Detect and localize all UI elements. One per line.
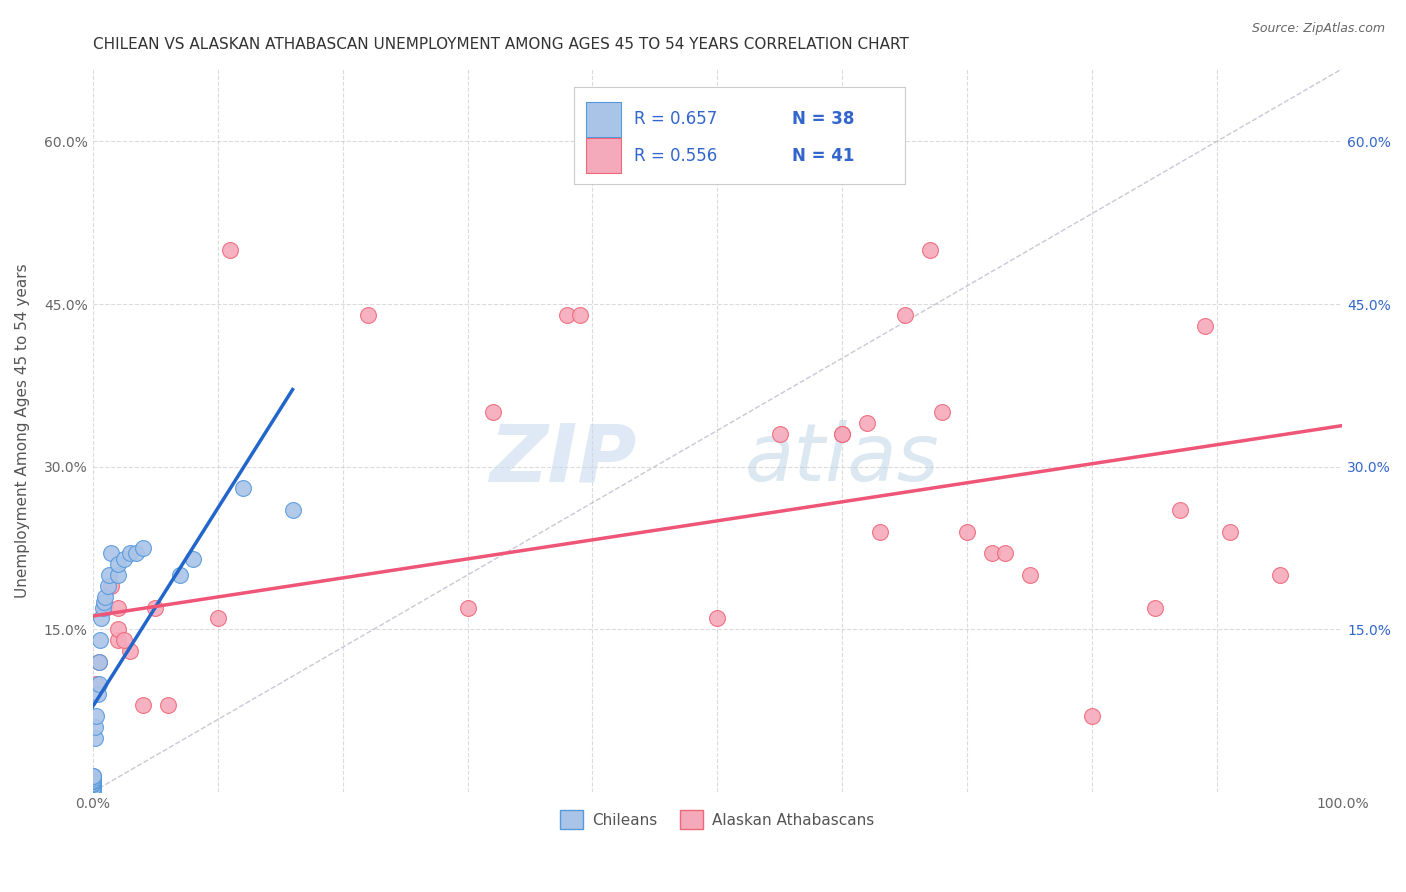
Point xyxy=(82,774,104,789)
Point xyxy=(87,655,110,669)
Point xyxy=(82,774,104,789)
Point xyxy=(1081,709,1104,723)
Point xyxy=(107,633,129,648)
Point xyxy=(232,481,254,495)
Point xyxy=(994,546,1017,560)
Point xyxy=(1168,503,1191,517)
Point xyxy=(1219,524,1241,539)
Point xyxy=(91,600,114,615)
Text: Source: ZipAtlas.com: Source: ZipAtlas.com xyxy=(1251,22,1385,36)
Bar xyxy=(586,102,621,136)
Point xyxy=(86,709,108,723)
Point xyxy=(131,541,153,555)
Point xyxy=(112,633,135,648)
Point xyxy=(97,568,120,582)
Text: ZIP: ZIP xyxy=(489,420,637,499)
Point xyxy=(100,579,122,593)
Text: atlas: atlas xyxy=(745,420,939,499)
Point xyxy=(107,568,129,582)
Point xyxy=(82,780,104,794)
Point xyxy=(1018,568,1040,582)
Point xyxy=(569,308,592,322)
Point xyxy=(82,785,104,799)
Point xyxy=(956,524,979,539)
Point xyxy=(82,785,104,799)
Point xyxy=(481,405,503,419)
Point xyxy=(219,243,242,257)
Point xyxy=(82,785,104,799)
Point xyxy=(87,655,110,669)
Point xyxy=(82,769,104,783)
Point xyxy=(918,243,941,257)
Point xyxy=(156,698,179,713)
Point xyxy=(169,568,191,582)
Point xyxy=(120,546,142,560)
Point xyxy=(84,731,107,745)
Point xyxy=(82,777,104,791)
Point xyxy=(82,772,104,787)
Point xyxy=(86,676,108,690)
Point xyxy=(207,611,229,625)
Point xyxy=(112,552,135,566)
Point xyxy=(107,600,129,615)
Point xyxy=(86,687,108,701)
Point xyxy=(181,552,204,566)
Point xyxy=(93,595,115,609)
Point xyxy=(107,623,129,637)
Point xyxy=(120,644,142,658)
Point xyxy=(107,558,129,572)
Point xyxy=(769,427,792,442)
Point xyxy=(131,698,153,713)
Point xyxy=(94,590,117,604)
Point xyxy=(87,676,110,690)
Legend: Chileans, Alaskan Athabascans: Chileans, Alaskan Athabascans xyxy=(554,804,880,835)
Point xyxy=(706,611,728,625)
Point xyxy=(557,308,579,322)
Point xyxy=(97,579,120,593)
Point xyxy=(1143,600,1166,615)
Point xyxy=(869,524,891,539)
Point xyxy=(82,785,104,799)
Point xyxy=(856,417,879,431)
Point xyxy=(894,308,917,322)
Point xyxy=(82,771,104,785)
Text: R = 0.657: R = 0.657 xyxy=(634,111,717,128)
Y-axis label: Unemployment Among Ages 45 to 54 years: Unemployment Among Ages 45 to 54 years xyxy=(15,263,30,598)
Point xyxy=(931,405,953,419)
Point xyxy=(82,785,104,799)
Point xyxy=(89,633,111,648)
Point xyxy=(143,600,166,615)
FancyBboxPatch shape xyxy=(574,87,905,185)
Point xyxy=(457,600,479,615)
Point xyxy=(831,427,853,442)
Text: N = 41: N = 41 xyxy=(793,146,855,164)
Point xyxy=(100,546,122,560)
Point xyxy=(831,427,853,442)
Point xyxy=(84,720,107,734)
Point xyxy=(90,611,112,625)
Point xyxy=(82,776,104,790)
Point xyxy=(1268,568,1291,582)
Point xyxy=(1194,318,1216,333)
Text: R = 0.556: R = 0.556 xyxy=(634,146,717,164)
Point xyxy=(82,774,104,789)
Point xyxy=(981,546,1004,560)
Text: N = 38: N = 38 xyxy=(793,111,855,128)
Point xyxy=(82,780,104,794)
Bar xyxy=(586,138,621,173)
Point xyxy=(82,769,104,783)
Point xyxy=(82,780,104,794)
Point xyxy=(281,503,304,517)
Point xyxy=(356,308,378,322)
Point xyxy=(125,546,148,560)
Text: CHILEAN VS ALASKAN ATHABASCAN UNEMPLOYMENT AMONG AGES 45 TO 54 YEARS CORRELATION: CHILEAN VS ALASKAN ATHABASCAN UNEMPLOYME… xyxy=(93,37,908,53)
Point xyxy=(94,600,117,615)
